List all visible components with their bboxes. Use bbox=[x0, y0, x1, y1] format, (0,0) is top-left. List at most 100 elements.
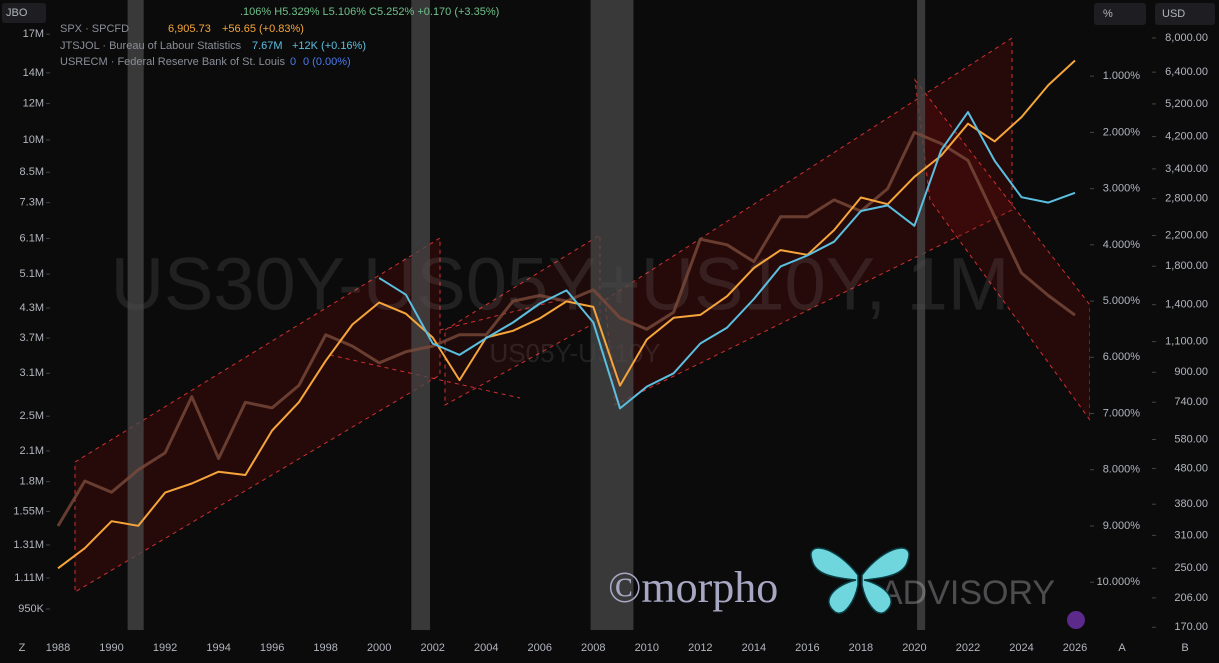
usd-tag[interactable]: USD bbox=[1162, 8, 1185, 20]
y2-tick-label: 170.00 bbox=[1174, 621, 1208, 633]
y2-tick-label: 6,400.00 bbox=[1165, 66, 1208, 78]
x-tick-label: 2008 bbox=[581, 642, 605, 654]
x-tick-label: 1998 bbox=[313, 642, 337, 654]
x-tick-label: 1990 bbox=[99, 642, 123, 654]
x-tick-label: 2026 bbox=[1063, 642, 1087, 654]
y2-tick-label: 380.00 bbox=[1174, 498, 1208, 510]
y2-tick-label: 8,000.00 bbox=[1165, 32, 1208, 44]
pct-axis-panel bbox=[1090, 0, 1152, 663]
channel bbox=[604, 37, 1013, 406]
series-line bbox=[57, 59, 1076, 570]
marks bbox=[56, 0, 1076, 630]
x-tick-label: 2006 bbox=[528, 642, 552, 654]
x-tick-label: 2022 bbox=[956, 642, 980, 654]
watermark: US30Y-US05Y+US10Y, 1M bbox=[111, 243, 1010, 326]
time-axis-panel bbox=[0, 636, 1219, 663]
recession-band bbox=[590, 0, 634, 630]
y-tick-label: 950K bbox=[18, 603, 44, 615]
logo-text: ©morpho bbox=[608, 563, 778, 612]
y2-tick-label: 5,200.00 bbox=[1165, 98, 1208, 110]
y-tick-label: 1.55M bbox=[13, 505, 44, 517]
legend-value: 6,905.73 bbox=[168, 23, 211, 35]
series-line bbox=[378, 111, 1076, 410]
y2-tick-label: 480.00 bbox=[1174, 462, 1208, 474]
left-tag[interactable]: JBO bbox=[6, 7, 28, 19]
y2-tick-label: 4,200.00 bbox=[1165, 131, 1208, 143]
legend-value: 7.67M bbox=[252, 40, 283, 52]
y3-tick-label: 2.000% bbox=[1103, 126, 1141, 138]
y-tick-label: 12M bbox=[23, 97, 44, 109]
bottom-b-button[interactable]: B bbox=[1181, 642, 1188, 654]
legend-name: JTSJOL · Bureau of Labour Statistics bbox=[60, 40, 242, 52]
tag[interactable] bbox=[1155, 3, 1215, 25]
bottom-left-button[interactable]: Z bbox=[19, 642, 26, 654]
x-tick-label: 2012 bbox=[688, 642, 712, 654]
x-tick-label: 2014 bbox=[742, 642, 766, 654]
y2-tick-label: 740.00 bbox=[1174, 396, 1208, 408]
y3-tick-label: 9.000% bbox=[1103, 520, 1141, 532]
legend-value: 0 bbox=[290, 56, 296, 68]
y3-tick-label: 8.000% bbox=[1103, 464, 1141, 476]
channel bbox=[74, 237, 441, 593]
x-tick-label: 1988 bbox=[46, 642, 70, 654]
left-axis-panel bbox=[0, 0, 50, 636]
y2-tick-label: 206.00 bbox=[1174, 592, 1208, 604]
y-tick-label: 5.1M bbox=[20, 268, 44, 280]
logo-tail: ADVISORY bbox=[880, 574, 1055, 612]
y-tick-label: 2.1M bbox=[20, 445, 44, 457]
x-tick-label: 2002 bbox=[420, 642, 444, 654]
y2-tick-label: 2,800.00 bbox=[1165, 193, 1208, 205]
x-tick-label: 1994 bbox=[206, 642, 230, 654]
tag[interactable] bbox=[2, 3, 46, 23]
recession-band bbox=[411, 0, 431, 630]
legend-change: +56.65 (+0.83%) bbox=[222, 23, 304, 35]
y2-tick-label: 900.00 bbox=[1174, 366, 1208, 378]
x-tick-label: 1992 bbox=[153, 642, 177, 654]
x-tick-label: 2010 bbox=[635, 642, 659, 654]
bottom-a-button[interactable]: A bbox=[1118, 642, 1126, 654]
y2-tick-label: 1,100.00 bbox=[1165, 335, 1208, 347]
y3-tick-label: 6.000% bbox=[1103, 351, 1141, 363]
wing bbox=[810, 547, 859, 614]
y2-tick-label: 3,400.00 bbox=[1165, 163, 1208, 175]
x-tick-label: 2016 bbox=[795, 642, 819, 654]
y2-tick-label: 250.00 bbox=[1174, 562, 1208, 574]
tag[interactable] bbox=[1094, 3, 1146, 25]
recession-band bbox=[127, 0, 144, 630]
pct-tag[interactable]: % bbox=[1103, 8, 1113, 20]
x-tick-label: 2004 bbox=[474, 642, 498, 654]
legend-name: USRECM · Federal Reserve Bank of St. Lou… bbox=[60, 56, 285, 68]
x-tick-label: 2024 bbox=[1009, 642, 1033, 654]
y-tick-label: 17M bbox=[23, 28, 44, 40]
y-tick-label: 10M bbox=[23, 134, 44, 146]
flash-button[interactable] bbox=[1067, 611, 1085, 629]
y-tick-label: 1.11M bbox=[14, 572, 44, 584]
y-tick-label: 3.1M bbox=[20, 367, 44, 379]
y3-tick-label: 1.000% bbox=[1103, 70, 1141, 82]
y3-tick-label: 5.000% bbox=[1103, 295, 1141, 307]
recession-band bbox=[917, 0, 926, 630]
x-tick-label: 1996 bbox=[260, 642, 284, 654]
channels bbox=[74, 37, 1091, 593]
y-tick-label: 1.8M bbox=[20, 476, 44, 488]
y-tick-label: 2.5M bbox=[20, 410, 44, 422]
y2-tick-label: 580.00 bbox=[1174, 433, 1208, 445]
y3-tick-label: 7.000% bbox=[1103, 407, 1141, 419]
y3-tick-label: 10.000% bbox=[1097, 576, 1141, 588]
x-tick-label: 2000 bbox=[367, 642, 391, 654]
y-tick-label: 7.3M bbox=[20, 197, 44, 209]
butterfly bbox=[810, 547, 910, 614]
y2-tick-label: 1,400.00 bbox=[1165, 299, 1208, 311]
y-tick-label: 4.3M bbox=[20, 302, 44, 314]
y-tick-label: 6.1M bbox=[20, 232, 44, 244]
x-tick-label: 2018 bbox=[849, 642, 873, 654]
y2-tick-label: 1,800.00 bbox=[1165, 260, 1208, 272]
y-tick-label: 3.7M bbox=[20, 332, 44, 344]
legend-change: +12K (+0.16%) bbox=[292, 40, 366, 52]
y2-tick-label: 2,200.00 bbox=[1165, 229, 1208, 241]
y-tick-label: 14M bbox=[23, 67, 44, 79]
y-tick-label: 1.31M bbox=[13, 539, 44, 551]
y3-tick-label: 4.000% bbox=[1103, 239, 1141, 251]
